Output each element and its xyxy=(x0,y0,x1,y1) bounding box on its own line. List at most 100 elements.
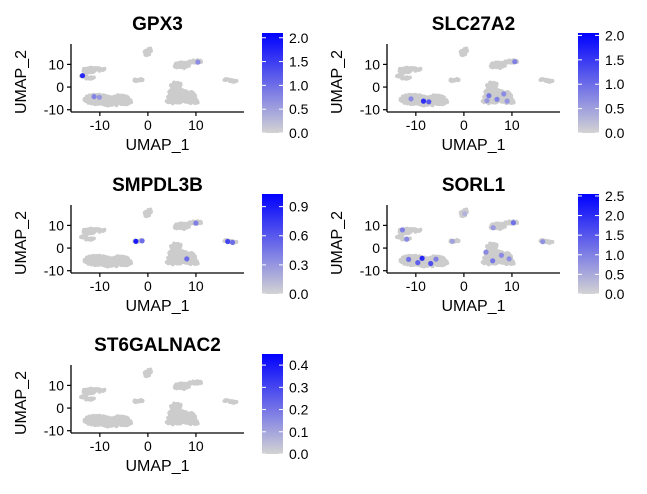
expressing-cell-point xyxy=(184,256,190,262)
colorbar-tick-label: 1.0 xyxy=(605,76,625,92)
cell-point xyxy=(105,424,110,428)
expressing-cell-point xyxy=(419,255,425,261)
cell-point xyxy=(169,97,174,102)
cell-point xyxy=(177,414,182,418)
cell-point xyxy=(181,260,186,264)
cell-point xyxy=(496,249,501,254)
colorbar-gradient xyxy=(578,194,599,294)
panel-slc27a2: SLC27A2-10 0 10-10010UMAP_1UMAP_20.00.51.0… xyxy=(329,14,625,154)
x-tick-label: 0 xyxy=(144,117,152,133)
cell-point xyxy=(105,103,110,107)
expressing-cell-point xyxy=(506,256,512,262)
cell-point xyxy=(445,100,450,104)
cell-point xyxy=(413,254,417,258)
cell-point xyxy=(86,420,90,425)
colorbar: 0.00.51.01.52.0 xyxy=(578,27,625,141)
cell-point xyxy=(506,251,511,256)
y-tick-label: -10 xyxy=(44,102,64,118)
cell-point xyxy=(493,88,498,93)
cell-point xyxy=(113,417,118,421)
cell-point xyxy=(488,249,492,253)
y-tick-label: 0 xyxy=(56,79,64,95)
cell-point xyxy=(434,95,439,100)
cell-point xyxy=(129,100,134,104)
x-axis-label: UMAP_1 xyxy=(441,137,505,154)
y-tick-label: 0 xyxy=(56,400,64,416)
cell-point xyxy=(395,235,400,239)
panel-sorl1: SORL1-10 0 10-10010UMAP_1UMAP_20.00.51.01.… xyxy=(329,175,625,315)
cell-point xyxy=(109,102,114,107)
cell-point xyxy=(189,60,194,64)
colorbar-tick-label: 0.5 xyxy=(605,101,625,117)
cell-point xyxy=(505,221,510,225)
cell-point xyxy=(92,396,96,401)
cell-point xyxy=(505,60,510,64)
cell-point xyxy=(105,264,110,268)
cell-point xyxy=(180,88,185,93)
cell-point xyxy=(105,419,110,424)
cell-point xyxy=(183,89,188,94)
cell-point xyxy=(223,398,228,403)
panel-title: SORL1 xyxy=(442,175,506,196)
cell-point xyxy=(178,260,183,265)
cell-point xyxy=(452,78,457,83)
cell-point xyxy=(94,387,99,392)
cell-point xyxy=(177,249,182,254)
cell-point xyxy=(494,243,499,248)
x-tick-label: -10 xyxy=(406,278,426,294)
cell-point xyxy=(539,77,544,82)
cell-point xyxy=(193,261,198,266)
cell-point xyxy=(116,254,120,259)
cell-point xyxy=(193,100,198,105)
cell-point xyxy=(509,261,514,266)
expressing-cell-point xyxy=(139,238,145,244)
y-axis-label: UMAP_2 xyxy=(13,371,30,435)
cell-point xyxy=(86,99,90,104)
cell-point xyxy=(105,259,110,264)
x-tick-label: 10 xyxy=(188,278,204,294)
cell-point xyxy=(404,95,409,100)
cell-point xyxy=(190,90,195,95)
cell-point xyxy=(459,53,464,57)
cell-point xyxy=(413,69,418,73)
x-axis-label: UMAP_1 xyxy=(125,298,189,315)
cell-point xyxy=(94,66,99,71)
cell-point xyxy=(143,214,148,218)
y-tick-label: 10 xyxy=(364,217,380,233)
cell-point xyxy=(181,92,186,97)
cell-point xyxy=(185,221,190,226)
cell-point xyxy=(180,249,185,254)
y-tick-label: 10 xyxy=(48,56,64,72)
expressing-cell-point xyxy=(133,238,139,244)
expressing-cell-point xyxy=(420,98,427,104)
cell-point xyxy=(90,389,94,394)
y-axis-label: UMAP_2 xyxy=(13,50,30,114)
cell-point xyxy=(185,381,190,386)
cell-point xyxy=(97,414,101,418)
y-tick-label: 0 xyxy=(56,240,64,256)
expressing-cell-point xyxy=(193,220,199,226)
cell-point xyxy=(184,416,189,420)
cell-point xyxy=(181,253,186,258)
colorbar-gradient xyxy=(578,33,599,133)
cell-point xyxy=(413,93,417,97)
cell-point xyxy=(411,257,415,261)
expressing-cell-point xyxy=(501,91,507,97)
cell-point xyxy=(147,47,152,51)
cell-point xyxy=(177,93,182,97)
cell-point xyxy=(182,66,187,70)
cell-point xyxy=(501,64,506,68)
panel-title: ST6GALNAC2 xyxy=(94,335,221,356)
cell-point xyxy=(509,100,514,105)
cell-point xyxy=(97,390,102,394)
cell-point xyxy=(169,252,174,257)
y-tick-label: 0 xyxy=(372,240,380,256)
x-tick-label: 0 xyxy=(460,278,468,294)
cell-point xyxy=(169,412,174,417)
colorbar-gradient xyxy=(262,354,283,454)
cell-point xyxy=(129,421,134,425)
expressing-cell-point xyxy=(406,256,412,262)
colorbar-tick-label: 0.9 xyxy=(289,199,309,215)
expressing-cell-point xyxy=(494,96,500,102)
cell-point xyxy=(84,237,88,242)
